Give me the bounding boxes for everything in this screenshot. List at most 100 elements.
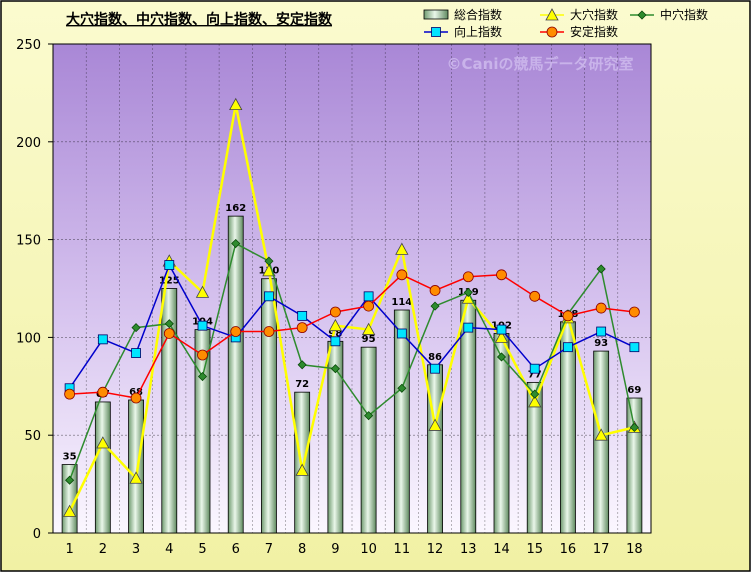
- point: [62, 504, 77, 517]
- x-tick-label: 13: [460, 542, 477, 557]
- point: [529, 363, 540, 374]
- point: [529, 290, 541, 302]
- point: [528, 395, 542, 408]
- point: [430, 363, 440, 374]
- point: [396, 328, 407, 339]
- point: [295, 463, 309, 476]
- point: [131, 348, 141, 358]
- point: [596, 264, 606, 274]
- point: [496, 324, 507, 335]
- bar: [261, 278, 277, 534]
- point: [563, 342, 573, 353]
- point: [463, 322, 474, 333]
- grid: [53, 44, 651, 533]
- y-tick-label: 200: [16, 136, 41, 151]
- point: [330, 364, 340, 374]
- point: [163, 328, 175, 339]
- point: [263, 326, 275, 337]
- point: [429, 285, 441, 296]
- point: [530, 389, 540, 399]
- point: [594, 428, 608, 441]
- bar: [593, 350, 610, 534]
- bar: [94, 401, 111, 534]
- x-tick-label: 4: [165, 542, 173, 557]
- x-tick-label: 12: [427, 542, 444, 557]
- bar-data-label: 35: [63, 452, 77, 463]
- point: [296, 322, 308, 334]
- y-tick-label: 250: [16, 38, 41, 53]
- x-tick-label: 5: [198, 542, 206, 557]
- point: [395, 242, 409, 255]
- point: [430, 301, 440, 311]
- bar: [526, 381, 543, 534]
- series-line: [69, 273, 635, 399]
- point: [328, 318, 343, 332]
- bar: [393, 309, 410, 534]
- point: [628, 306, 640, 318]
- bar-data-label: 86: [428, 352, 442, 363]
- point: [195, 285, 210, 298]
- x-tick-label: 17: [593, 542, 610, 557]
- x-tick-label: 2: [99, 542, 107, 557]
- x-tick-label: 11: [394, 542, 411, 557]
- legend-item: 総合指数: [423, 7, 502, 22]
- point: [97, 386, 109, 398]
- point: [164, 260, 175, 270]
- y-tick-label: 50: [24, 429, 41, 444]
- point: [629, 422, 639, 432]
- point: [545, 8, 559, 21]
- series-line: [68, 263, 635, 389]
- bar-data-label: 114: [391, 297, 412, 308]
- point: [230, 326, 242, 337]
- bar: [161, 288, 178, 534]
- point: [197, 349, 208, 361]
- x-tick-label: 10: [360, 542, 377, 557]
- bar-data-label: 162: [225, 203, 246, 214]
- x-tick-label: 8: [298, 542, 306, 557]
- bar: [227, 215, 244, 534]
- point: [97, 334, 108, 345]
- point: [229, 97, 243, 111]
- x-tick-label: 15: [526, 542, 543, 557]
- bar-data-label: 95: [362, 334, 376, 345]
- series-line: [68, 104, 635, 513]
- point: [496, 269, 507, 281]
- x-tick-label: 6: [232, 542, 240, 557]
- legend-item: 安定指数: [540, 24, 618, 39]
- bar-data-label: 125: [159, 276, 180, 287]
- legend-label: 安定指数: [570, 24, 618, 39]
- point: [231, 238, 241, 249]
- x-tick-label: 14: [493, 542, 510, 557]
- bar-data-label: 98: [328, 328, 342, 339]
- point: [297, 310, 308, 321]
- point: [131, 323, 141, 333]
- point: [596, 326, 607, 337]
- bar: [360, 346, 377, 534]
- legend-item: 向上指数: [424, 24, 502, 39]
- point: [431, 27, 441, 37]
- point: [197, 371, 208, 382]
- y-tick-label: 100: [16, 331, 41, 346]
- point: [129, 471, 143, 484]
- point: [595, 302, 607, 314]
- x-tick-label: 16: [560, 542, 577, 557]
- y-tick-label: 150: [16, 234, 41, 249]
- lines: [62, 97, 642, 517]
- x-tick-label: 7: [265, 542, 273, 557]
- bar: [626, 397, 643, 534]
- legend-swatch: [423, 9, 449, 20]
- watermark: ©Caniの競馬データ研究室: [447, 55, 634, 73]
- point: [463, 287, 473, 297]
- point: [64, 388, 76, 400]
- point: [329, 306, 341, 318]
- point: [330, 336, 341, 347]
- point: [164, 319, 174, 329]
- x-tick-label: 9: [331, 542, 339, 557]
- point: [65, 475, 75, 485]
- bar: [294, 391, 311, 534]
- legend-label: 大穴指数: [570, 7, 618, 22]
- point: [428, 418, 442, 431]
- legend-item: 大穴指数: [540, 7, 618, 22]
